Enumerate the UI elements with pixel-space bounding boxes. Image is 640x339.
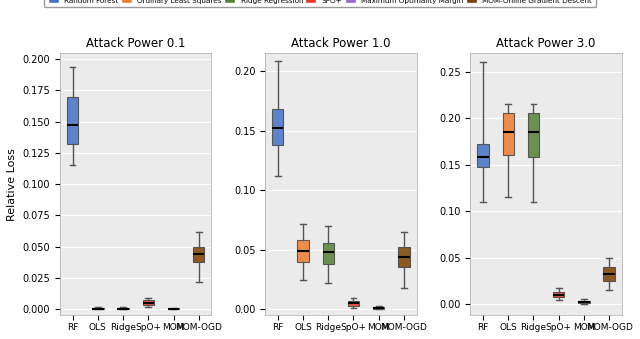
PathPatch shape <box>604 267 615 281</box>
PathPatch shape <box>92 308 104 309</box>
PathPatch shape <box>578 301 589 303</box>
PathPatch shape <box>117 308 129 309</box>
PathPatch shape <box>67 97 78 144</box>
PathPatch shape <box>398 247 410 266</box>
PathPatch shape <box>143 300 154 305</box>
PathPatch shape <box>323 243 334 264</box>
Title: Attack Power 0.1: Attack Power 0.1 <box>86 37 186 51</box>
Title: Attack Power 3.0: Attack Power 3.0 <box>497 37 596 51</box>
PathPatch shape <box>477 144 488 166</box>
PathPatch shape <box>348 301 359 306</box>
PathPatch shape <box>373 307 385 309</box>
PathPatch shape <box>528 114 539 157</box>
Title: Attack Power 1.0: Attack Power 1.0 <box>291 37 390 51</box>
PathPatch shape <box>553 292 564 297</box>
PathPatch shape <box>193 247 204 262</box>
PathPatch shape <box>168 308 179 309</box>
PathPatch shape <box>272 109 284 145</box>
Y-axis label: Relative Loss: Relative Loss <box>7 148 17 221</box>
PathPatch shape <box>298 240 308 262</box>
Legend: Random Forest, Ordinary Least Squares, Ridge Regression, SPO+, Maximum Optimalit: Random Forest, Ordinary Least Squares, R… <box>44 0 596 7</box>
PathPatch shape <box>502 114 514 155</box>
